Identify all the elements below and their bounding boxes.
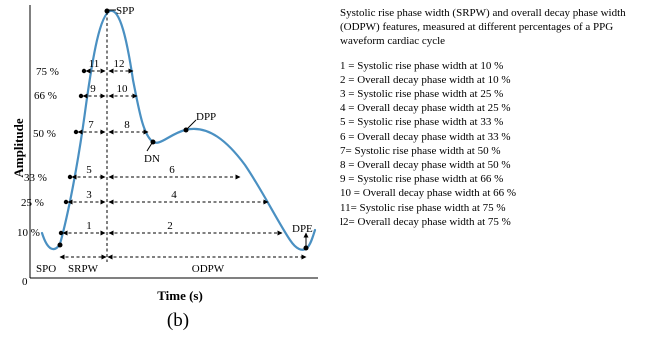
decay-width-number: 12 xyxy=(114,58,125,70)
spo-point xyxy=(57,242,63,248)
level-point xyxy=(81,68,87,74)
x-axis-title: Time (s) xyxy=(157,288,203,303)
decay-width-number: 10 xyxy=(117,83,129,95)
rise-width-number: 5 xyxy=(86,164,92,176)
rise-width-number: 7 xyxy=(88,119,94,131)
legend-item: 9 = Systolic rise phase width at 66 % xyxy=(340,173,504,186)
level-label: 66 % xyxy=(34,90,57,102)
level-point xyxy=(73,129,79,135)
legend-item: 4 = Overall decay phase width at 25 % xyxy=(340,102,511,115)
rise-width-number: 9 xyxy=(90,83,96,95)
rise-width-number: 3 xyxy=(86,189,92,201)
dpe-label: DPE xyxy=(292,223,313,235)
legend-item: 1 = Systolic rise phase width at 10 % xyxy=(340,59,504,72)
legend-item: 10 = Overall decay phase width at 66 % xyxy=(340,187,517,200)
dn-pointer xyxy=(146,142,153,152)
legend-panel: Systolic rise phase width (SRPW) and ove… xyxy=(340,6,640,229)
legend-item: 8 = Overall decay phase width at 50 % xyxy=(340,159,511,172)
spo-label: SPO xyxy=(36,263,56,275)
ppg-waveform-diagram: Amplitude Time (s) 0 (b) 10 %1 225 %3 433 … xyxy=(11,5,318,331)
decay-width-number: 2 xyxy=(167,220,173,232)
spp-label: SPP xyxy=(116,5,134,17)
srpw-label: SRPW xyxy=(68,263,99,275)
legend-item: 11= Systolic rise phase width at 75 % xyxy=(340,201,506,214)
level-label: 75 % xyxy=(36,66,59,78)
ppg-waveform-curve xyxy=(40,9,317,251)
subfigure-label: (b) xyxy=(167,310,189,331)
spp-point xyxy=(104,8,110,14)
level-label: 33 % xyxy=(24,172,47,184)
origin-label: 0 xyxy=(22,276,28,288)
level-point xyxy=(63,199,69,205)
level-label: 25 % xyxy=(21,197,44,209)
legend-description: Systolic rise phase width (SRPW) and ove… xyxy=(340,7,626,48)
level-point xyxy=(78,93,84,99)
legend-item: l2= Overall decay phase width at 75 % xyxy=(340,215,511,228)
legend-item: 3 = Systolic rise phase width at 25 % xyxy=(340,88,504,101)
legend-item: 7= Systolic rise phase width at 50 % xyxy=(340,144,501,157)
legend-item: 2 = Overall decay phase width at 10 % xyxy=(340,73,511,86)
rise-width-number: 11 xyxy=(89,58,100,70)
dn-label: DN xyxy=(144,153,160,165)
decay-width-number: 6 xyxy=(169,164,175,176)
rise-width-number: 1 xyxy=(86,220,92,232)
level-label: 10 % xyxy=(17,227,40,239)
level-label: 50 % xyxy=(33,128,56,140)
level-point xyxy=(67,174,73,180)
decay-width-number: 8 xyxy=(124,119,130,131)
legend-item: 5 = Systolic rise phase width at 33 % xyxy=(340,116,504,129)
dpp-label: DPP xyxy=(196,111,216,123)
odpw-label: ODPW xyxy=(192,263,225,275)
decay-width-number: 4 xyxy=(171,189,177,201)
legend-list: 1 = Systolic rise phase width at 10 % 2 =… xyxy=(340,59,640,229)
legend-item: 6 = Overall decay phase width at 33 % xyxy=(340,130,511,143)
level-point xyxy=(58,230,64,236)
dpp-pointer xyxy=(186,119,197,130)
y-axis-title: Amplitude xyxy=(11,118,26,177)
dpe-point xyxy=(303,245,309,251)
